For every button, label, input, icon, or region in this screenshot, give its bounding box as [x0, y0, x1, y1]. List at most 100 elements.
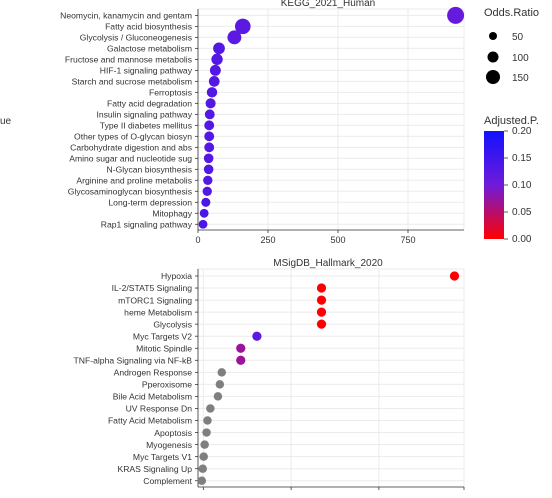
odds-ratio-legend-label-100: 100 [512, 53, 529, 64]
msigdb-title: MSigDB_Hallmark_2020 [273, 258, 383, 269]
kegg-x-tick-label: 500 [330, 235, 345, 245]
msigdb-y-tick-label: Glycolysis [153, 319, 192, 329]
msigdb-panel: MSigDB_Hallmark_2020 Hypoxia IL-2/STAT5 S… [74, 258, 465, 490]
odds-ratio-legend-dot-150 [486, 70, 500, 84]
kegg-y-tick-label: Mitophagy [152, 208, 192, 218]
kegg-point [204, 142, 215, 153]
kegg-y-tick-label: Carbohydrate digestion and abs [70, 143, 192, 153]
kegg-y-tick-label: Starch and sucrose metabolism [72, 77, 192, 87]
legend: ue Odds.Ratio 50 100 150 Adjusted.P. 0.2… [0, 7, 539, 245]
msigdb-point [197, 476, 207, 485]
msigdb-y-tick-label: Hypoxia [161, 271, 192, 281]
msigdb-point [236, 343, 246, 353]
msigdb-point [206, 404, 215, 413]
kegg-y-tick-label: Other types of O-glycan biosyn [74, 132, 192, 142]
msigdb-plot-area [197, 268, 465, 488]
msigdb-point [252, 331, 262, 341]
kegg-title: KEGG_2021_Human [281, 0, 376, 9]
adjusted-p-label-015: 0.15 [512, 153, 532, 164]
kegg-point [204, 131, 215, 142]
kegg-point [204, 120, 215, 131]
kegg-point [447, 6, 465, 24]
msigdb-y-tick-label: Complement [143, 476, 192, 486]
msigdb-y-tick-label: UV Response Dn [126, 404, 193, 414]
kegg-point [199, 208, 209, 218]
msigdb-y-tick-label: Myc Targets V1 [133, 452, 192, 462]
kegg-y-tick-label: HIF-1 signaling pathway [100, 66, 193, 76]
kegg-point [198, 219, 208, 229]
kegg-plot-area [197, 8, 465, 231]
msigdb-y-tick-label: heme Metabolism [124, 307, 192, 317]
kegg-point [203, 164, 214, 175]
msigdb-y-tick-label: Myc Targets V2 [133, 331, 192, 341]
kegg-y-tick-label: Type II diabetes mellitus [100, 121, 192, 131]
adjusted-p-label-005: 0.05 [512, 207, 532, 218]
adjusted-p-label-010: 0.10 [512, 180, 532, 191]
kegg-y-tick-label: Galactose metabolism [107, 44, 192, 54]
msigdb-y-tick-label: Androgen Response [114, 368, 193, 378]
kegg-y-tick-label: N-Glycan biosynthesis [107, 165, 193, 175]
kegg-y-tick-label: Neomycin, kanamycin and gentam [60, 11, 192, 21]
kegg-point [235, 18, 251, 35]
adjusted-p-label-020: 0.20 [512, 126, 532, 137]
kegg-panel: KEGG_2021_Human Neomycin, kanamycin and … [60, 0, 465, 245]
kegg-y-tick-label: Arginine and proline metabolis [76, 176, 192, 186]
msigdb-point [199, 452, 208, 461]
kegg-point [201, 197, 211, 207]
msigdb-point [213, 392, 223, 401]
msigdb-y-tick-label: Pperoxisome [142, 380, 192, 390]
msigdb-point [316, 319, 327, 329]
msigdb-y-tick-label: Bile Acid Metabolism [113, 392, 192, 402]
msigdb-point [316, 307, 327, 317]
kegg-point [205, 98, 216, 109]
kegg-y-tick-label: Fatty acid biosynthesis [105, 22, 192, 32]
kegg-y-tick-label: Rap1 signaling pathway [101, 219, 193, 229]
kegg-point [227, 30, 242, 45]
kegg-point [206, 87, 218, 98]
kegg-y-tick-label: Insulin signaling pathway [96, 110, 192, 120]
msigdb-point [202, 428, 211, 437]
left-fragment-label: ue [0, 116, 12, 127]
kegg-y-tick-label: Fructose and mannose metabolis [65, 55, 192, 65]
msigdb-point [236, 355, 246, 365]
kegg-point [202, 186, 212, 196]
kegg-point [204, 109, 215, 120]
msigdb-y-tick-label: Myogenesis [146, 440, 192, 450]
msigdb-y-tick-label: Apoptosis [154, 428, 192, 438]
kegg-point [208, 75, 220, 87]
msigdb-point [203, 416, 212, 425]
kegg-point [203, 175, 213, 185]
odds-ratio-legend-dot-50 [489, 32, 497, 40]
kegg-y-tick-label: Glycosaminoglycan biosynthesis [68, 186, 192, 196]
kegg-x-tick-label: 0 [195, 235, 200, 245]
odds-ratio-legend-title: Odds.Ratio [484, 7, 539, 19]
msigdb-y-tick-label: IL-2/STAT5 Signaling [112, 283, 193, 293]
kegg-point [213, 42, 225, 55]
kegg-y-tick-label: Ferroptosis [149, 88, 192, 98]
msigdb-point [316, 295, 327, 305]
odds-ratio-legend-dot-100 [487, 51, 499, 63]
adjusted-p-colorbar [484, 131, 504, 239]
kegg-point [203, 153, 214, 164]
msigdb-y-tick-label: TNF-alpha Signaling via NF-kB [74, 355, 193, 365]
msigdb-point [316, 283, 327, 293]
kegg-y-tick-label: Fatty acid degradation [107, 99, 192, 109]
msigdb-point [217, 368, 226, 377]
odds-ratio-legend-label-50: 50 [512, 32, 524, 43]
kegg-point [209, 64, 221, 76]
kegg-point [211, 53, 223, 66]
kegg-x-tick-label: 250 [260, 235, 275, 245]
kegg-y-tick-label: Glycolysis / Gluconeogenesis [80, 33, 192, 43]
kegg-y-tick-label: Long-term depression [108, 197, 192, 207]
odds-ratio-legend-label-150: 150 [512, 73, 529, 84]
kegg-y-tick-label: Amino sugar and nucleotide sug [69, 154, 192, 164]
msigdb-point [200, 440, 209, 449]
msigdb-y-tick-label: KRAS Signaling Up [117, 464, 192, 474]
msigdb-point [449, 271, 460, 281]
adjusted-p-legend-title: Adjusted.P. [484, 115, 539, 127]
kegg-x-tick-label: 750 [400, 235, 415, 245]
msigdb-point [215, 380, 225, 389]
msigdb-point [198, 464, 207, 473]
